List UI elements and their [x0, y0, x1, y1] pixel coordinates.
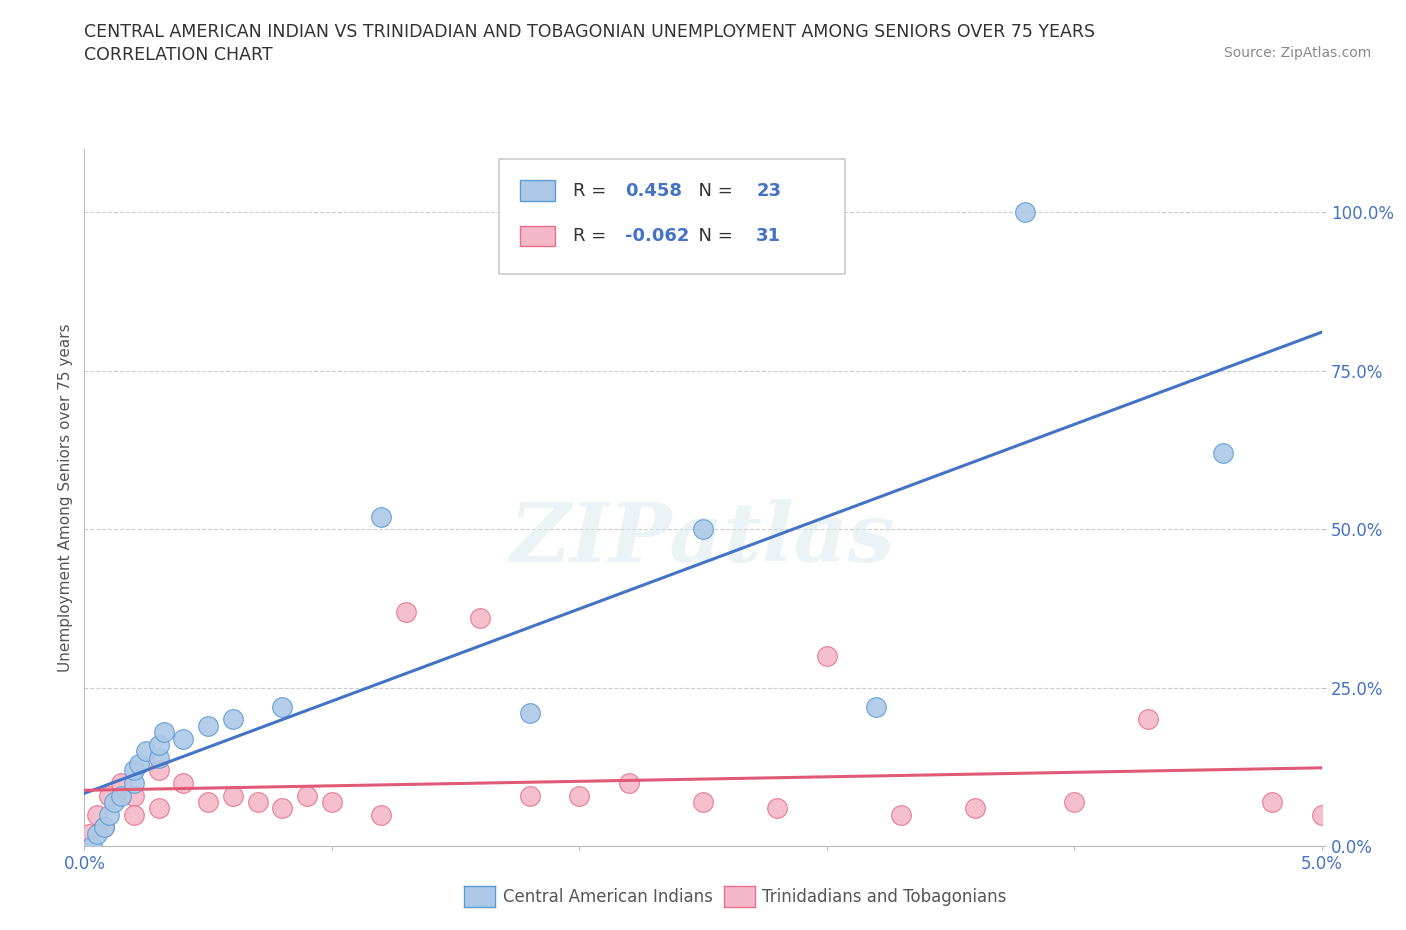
Text: R =: R =: [574, 227, 612, 245]
Point: [86, 807, 108, 822]
Text: Central American Indians: Central American Indians: [503, 887, 713, 906]
Point: [692, 794, 714, 809]
Point: [295, 788, 318, 803]
Point: [271, 699, 294, 714]
Point: [519, 788, 541, 803]
Point: [148, 801, 170, 816]
Point: [98, 807, 121, 822]
Point: [148, 737, 170, 752]
Point: [568, 788, 591, 803]
Point: [1212, 445, 1234, 460]
Point: [122, 776, 145, 790]
Point: [692, 522, 714, 537]
Point: [470, 611, 492, 626]
Text: ZIPatlas: ZIPatlas: [510, 499, 896, 579]
Point: [135, 744, 157, 759]
Point: [395, 604, 418, 619]
Text: CORRELATION CHART: CORRELATION CHART: [84, 46, 273, 64]
Point: [519, 706, 541, 721]
Y-axis label: Unemployment Among Seniors over 75 years: Unemployment Among Seniors over 75 years: [58, 324, 73, 671]
Text: CENTRAL AMERICAN INDIAN VS TRINIDADIAN AND TOBAGONIAN UNEMPLOYMENT AMONG SENIORS: CENTRAL AMERICAN INDIAN VS TRINIDADIAN A…: [84, 23, 1095, 41]
Point: [152, 724, 174, 739]
Point: [122, 807, 145, 822]
Point: [1261, 794, 1284, 809]
Point: [148, 751, 170, 765]
Point: [80, 839, 103, 854]
Point: [197, 718, 219, 733]
FancyBboxPatch shape: [499, 159, 845, 274]
Point: [246, 794, 269, 809]
Point: [222, 788, 245, 803]
Text: Trinidadians and Tobagonians: Trinidadians and Tobagonians: [762, 887, 1007, 906]
Text: N =: N =: [688, 227, 738, 245]
Text: 31: 31: [756, 227, 782, 245]
Text: 0.458: 0.458: [626, 181, 682, 200]
Point: [370, 807, 392, 822]
Text: N =: N =: [688, 181, 738, 200]
Text: 23: 23: [756, 181, 782, 200]
Point: [93, 820, 115, 835]
Point: [128, 756, 150, 771]
Point: [617, 776, 640, 790]
Point: [1310, 807, 1333, 822]
Point: [1063, 794, 1085, 809]
Point: [271, 801, 294, 816]
Point: [93, 820, 115, 835]
Point: [321, 794, 343, 809]
Text: R =: R =: [574, 181, 612, 200]
Point: [122, 763, 145, 777]
Point: [172, 776, 194, 790]
Text: Source: ZipAtlas.com: Source: ZipAtlas.com: [1223, 46, 1371, 60]
Point: [222, 712, 245, 727]
Point: [766, 801, 789, 816]
Point: [172, 731, 194, 746]
Point: [1137, 712, 1160, 727]
Point: [890, 807, 912, 822]
Point: [103, 794, 125, 809]
Point: [98, 788, 121, 803]
Point: [865, 699, 887, 714]
Point: [86, 826, 108, 841]
Point: [110, 788, 132, 803]
Point: [79, 826, 101, 841]
Point: [122, 788, 145, 803]
Point: [815, 648, 838, 663]
Point: [197, 794, 219, 809]
Text: -0.062: -0.062: [626, 227, 689, 245]
Point: [370, 509, 392, 524]
Point: [965, 801, 987, 816]
Point: [148, 763, 170, 777]
FancyBboxPatch shape: [520, 180, 554, 201]
Point: [110, 776, 132, 790]
FancyBboxPatch shape: [520, 226, 554, 246]
Point: [1014, 205, 1036, 219]
